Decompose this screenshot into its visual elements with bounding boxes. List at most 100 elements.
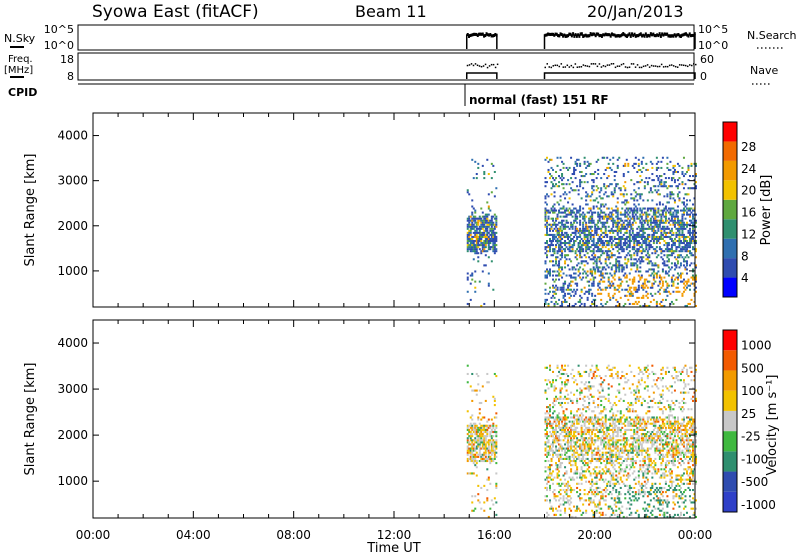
data-cell — [495, 248, 498, 251]
data-cell — [471, 205, 474, 208]
data-cell — [486, 219, 489, 222]
data-cell — [549, 223, 552, 226]
data-cell — [658, 225, 661, 228]
data-cell — [495, 240, 498, 243]
data-cell — [643, 242, 646, 245]
data-cell — [547, 246, 550, 249]
data-cell — [633, 211, 636, 214]
data-cell — [475, 372, 478, 376]
data-cell — [695, 290, 697, 293]
data-cell — [681, 166, 684, 169]
data-cell — [604, 272, 607, 275]
data-cell — [652, 179, 655, 182]
data-cell — [613, 499, 616, 502]
data-cell — [592, 493, 595, 496]
data-cell — [648, 268, 651, 271]
data-cell — [648, 225, 651, 228]
data-cell — [586, 248, 589, 251]
data-cell — [679, 254, 682, 257]
data-cell — [613, 482, 616, 485]
data-cell — [474, 280, 477, 283]
data-cell — [550, 435, 553, 438]
data-cell — [618, 264, 621, 267]
data-cell — [597, 211, 600, 214]
data-cell — [466, 426, 469, 429]
data-cell — [606, 250, 609, 253]
data-cell — [468, 424, 471, 427]
data-cell — [580, 513, 583, 516]
data-cell — [544, 391, 547, 394]
data-cell — [678, 240, 681, 243]
data-cell — [486, 233, 489, 236]
data-cell — [613, 286, 616, 289]
data-cell — [667, 266, 670, 269]
data-cell — [598, 430, 601, 434]
data-cell — [691, 213, 694, 216]
data-cell — [655, 240, 658, 243]
data-cell — [624, 393, 627, 396]
data-cell — [630, 254, 633, 257]
data-cell — [477, 437, 480, 440]
data-cell — [637, 225, 640, 228]
data-cell — [661, 298, 664, 301]
data-cell — [600, 209, 603, 212]
data-cell — [559, 240, 562, 243]
data-cell — [642, 227, 645, 230]
data-cell — [466, 472, 469, 475]
data-cell — [580, 412, 583, 415]
data-cell — [493, 237, 496, 241]
data-cell — [472, 459, 475, 463]
data-cell — [561, 266, 564, 269]
data-cell — [631, 455, 634, 458]
data-cell — [570, 428, 573, 431]
data-cell — [636, 244, 639, 247]
data-cell — [616, 231, 619, 234]
data-cell — [475, 466, 478, 469]
data-cell — [574, 189, 577, 192]
data-cell — [495, 223, 498, 226]
data-cell — [603, 231, 606, 234]
data-cell — [640, 179, 643, 182]
data-cell — [475, 173, 478, 176]
data-cell — [658, 181, 661, 184]
data-cell — [588, 217, 591, 220]
data-cell — [595, 266, 598, 269]
data-cell — [679, 233, 682, 236]
data-cell — [624, 227, 627, 230]
data-cell — [631, 418, 634, 421]
data-cell — [568, 459, 571, 463]
data-cell — [582, 217, 585, 220]
data-cell — [640, 209, 643, 212]
data-cell — [610, 478, 613, 481]
data-cell — [483, 248, 486, 251]
data-cell — [589, 474, 592, 477]
data-cell — [583, 428, 586, 431]
data-cell — [631, 264, 634, 267]
data-cell — [579, 304, 582, 307]
data-cell — [603, 445, 606, 448]
data-cell — [471, 246, 474, 249]
data-cell — [631, 280, 634, 283]
data-cell — [474, 455, 477, 458]
data-cell — [495, 486, 498, 489]
data-cell — [570, 470, 573, 473]
data-cell — [663, 260, 666, 263]
data-cell — [604, 397, 607, 400]
data-cell — [573, 276, 576, 279]
data-cell — [493, 252, 496, 255]
data-cell — [642, 240, 645, 243]
data-cell — [483, 501, 486, 504]
data-cell — [687, 229, 690, 232]
data-cell — [480, 244, 483, 247]
data-cell — [621, 223, 624, 226]
data-cell — [636, 290, 639, 293]
data-cell — [565, 372, 568, 376]
data-cell — [633, 246, 636, 249]
data-cell — [544, 211, 547, 214]
data-cell — [645, 248, 648, 251]
data-cell — [600, 215, 603, 218]
data-cell — [484, 437, 487, 440]
freq-panel: Freq. [MHz] 18 8 60 0 Nave — [4, 52, 778, 85]
data-cell — [600, 462, 603, 465]
nave-point — [588, 65, 591, 68]
